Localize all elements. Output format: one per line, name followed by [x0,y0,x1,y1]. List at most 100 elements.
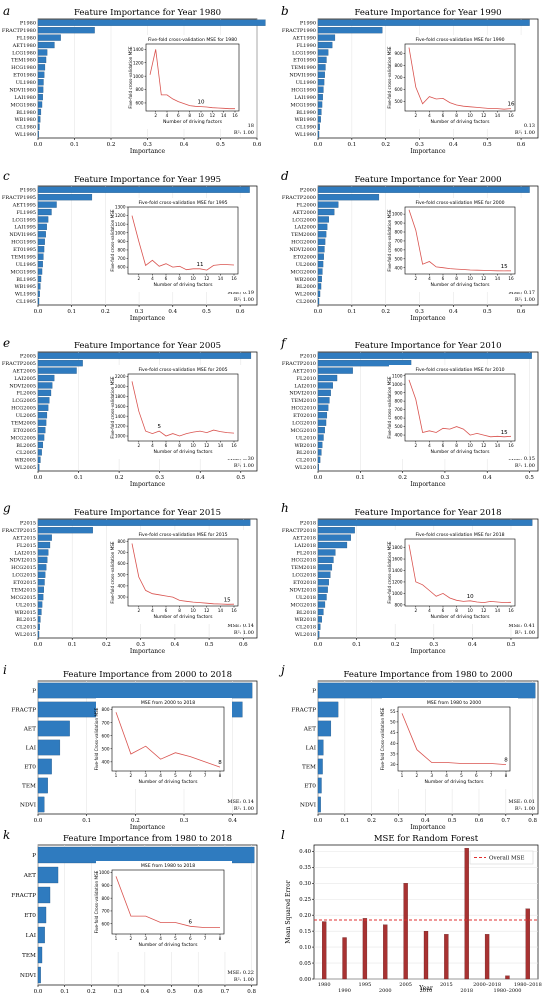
inset-x-tick-label: 12 [210,113,216,118]
mse-line [115,712,221,768]
inset-y-tick-label: 900 [395,390,403,395]
inset-x-tick-label: 12 [481,608,487,613]
r2-text: R²: 1.00 [234,297,254,303]
inset-y-tick-label: 1400 [392,568,403,573]
inset-x-tick-label: 16 [232,113,238,118]
bar [317,456,321,463]
inset-y-axis-label: Five-fold cross-validation MSE [387,46,392,108]
category-label: P2005 [20,354,36,360]
category-label: BL2015 [16,617,36,623]
bar [317,194,380,201]
category-label: WL2015 [15,632,36,638]
inset-x-tick-label: 6 [475,773,478,778]
inset-chart: Five-fold cross-validation MSE for 2005 1… [110,365,246,459]
inset-y-tick-label: 1600 [115,404,126,409]
chart-title: Feature Importance for Year 2018 [354,508,501,518]
inset-x-tick-label: 8 [219,936,222,941]
category-label: WL1995 [15,292,36,298]
inset-x-tick-label: 16 [508,443,514,448]
inset-y-tick-label: 1400 [115,414,126,419]
bar [37,593,44,601]
bar [317,616,323,623]
inset-y-tick-label: 700 [102,909,110,914]
inset-title: Five-fold cross-validation MSE for 1980 [148,37,237,43]
category-label: FL2010 [296,376,316,382]
category-label: NDVI1990 [289,73,316,79]
bar [317,246,325,253]
x-tick-label: 0.2 [131,818,140,824]
bar [342,937,347,980]
category-label: FRACTP1990 [282,28,316,34]
inset-x-tick-label: 16 [231,443,237,448]
inset-x-tick-label: 6 [189,773,192,778]
category-label: UL2018 [296,595,316,601]
inset-x-axis-label: Number of driving factors [430,282,490,288]
inset-x-tick-label: 7 [204,936,207,941]
inset-x-tick-label: 8 [219,773,222,778]
category-label: FRACTP2018 [282,528,316,534]
y-tick-label: 0.40 [299,849,311,855]
bar [362,918,368,980]
inset-chart: Five-fold cross-validation MSE for 1980 6… [128,35,247,129]
bar [37,846,255,864]
category-label: WB2018 [294,617,316,623]
bar [317,777,322,794]
category-label: TEM2018 [291,565,316,571]
inset-x-tick-label: 2 [414,276,417,281]
inset-y-tick-label: 1800 [392,545,403,550]
x-tick-label: 0.6 [475,818,484,824]
inset-x-tick-label: 8 [505,773,508,778]
category-label: WB1995 [14,284,36,290]
category-label: MCG2015 [10,595,36,601]
inset-y-tick-label: 600 [102,921,110,926]
inset-y-axis-label: Five-fold cross-validation MSE [128,46,133,108]
inset-x-tick-label: 10 [468,443,474,448]
x-tick-label: 0.5 [525,475,534,481]
inset-x-tick-label: 3 [430,773,433,778]
inset-frame [127,206,239,275]
category-label: NDVI2018 [289,587,316,593]
inset-x-tick-label: 10 [191,276,197,281]
inset-y-tick-label: 600 [118,561,126,566]
bar [37,86,44,93]
x-tick-label: 0.6 [236,309,245,315]
inset-x-tick-label: 4 [428,608,431,613]
category-label: MCG2010 [290,428,316,434]
bar [37,412,48,419]
bar [317,253,324,260]
bar [37,194,93,201]
inset-x-tick-label: 14 [495,276,501,281]
bar [37,186,250,193]
category-label: ET02015 [13,580,36,586]
category-label: ET0 [24,764,36,770]
x-tick-label: 0.4 [228,818,237,824]
inset-x-tick-label: 10 [191,608,197,613]
inset-y-tick-label: 500 [395,256,403,261]
category-label: P2010 [300,354,316,360]
category-label: TEM [22,953,36,959]
bar [317,593,327,601]
category-label: TEM2005 [11,420,36,426]
inset-x-tick-label: 6 [442,276,445,281]
x-tick-label: 1980–2000 [493,988,521,993]
category-label: AET [303,726,316,732]
inset-title: Five-fold cross-validation MSE for 2015 [138,532,227,538]
mse-line [408,379,512,438]
x-tick-label: 0.6 [239,642,248,648]
bar [37,519,251,526]
inset-chart: Five-fold cross-validation MSE for 1995 6… [110,198,246,292]
inset-x-tick-label: 2 [154,113,157,118]
inset-y-tick-label: 1000 [133,74,144,79]
inset-x-tick-label: 2 [414,443,417,448]
chart-title: Feature Importance from 1980 to 2018 [63,834,232,844]
chart-title: Feature Importance for Year 2000 [354,175,501,185]
x-tick-label: 0.1 [347,309,356,315]
category-label: LCG2015 [12,573,36,579]
inset-y-tick-label: 50 [390,720,396,725]
bar [317,360,412,367]
x-tick-label: 0.4 [449,142,458,148]
category-label: WB2005 [14,458,36,464]
bar [37,208,52,216]
inset-x-tick-label: 14 [495,443,501,448]
